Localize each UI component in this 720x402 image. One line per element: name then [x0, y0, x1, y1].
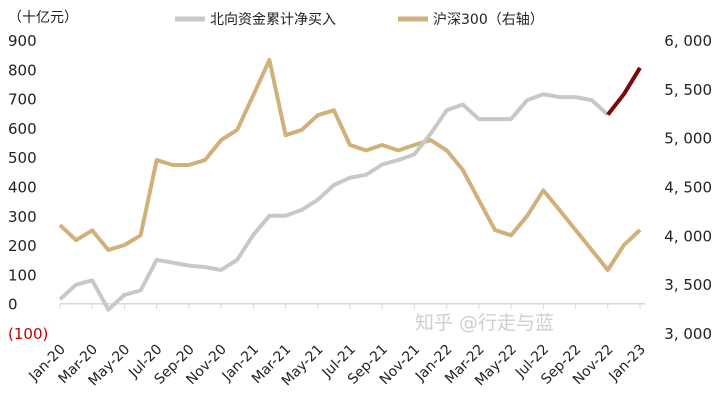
left-axis-ticks: (100) 0 100 200 300 400 500 600 700 800 900 — [8, 32, 48, 343]
northbound-line-highlight — [606, 66, 642, 116]
right-axis-ticks: 3, 000 3, 500 4, 000 4, 500 5, 000 5, 500 6, 0… — [664, 32, 712, 343]
left-tick-label: 400 — [8, 179, 37, 197]
legend-label-northbound: 北向资金累计净买入 — [210, 12, 336, 28]
left-tick-label: 700 — [8, 91, 37, 109]
left-tick-label: 100 — [8, 266, 37, 284]
legend: 北向资金累计净买入 沪深300（右轴） — [175, 12, 544, 28]
left-tick-label: 600 — [8, 120, 37, 138]
right-tick-label: 3, 500 — [664, 276, 712, 294]
left-tick-label: 900 — [8, 32, 37, 50]
watermark: 知乎 @行走与蓝 — [415, 312, 554, 334]
left-tick-label: 500 — [8, 149, 37, 167]
right-tick-label: 4, 000 — [664, 227, 712, 245]
right-tick-label: 6, 000 — [664, 32, 712, 50]
left-tick-label: 300 — [8, 208, 37, 226]
left-tick-label: (100) — [8, 325, 48, 343]
legend-label-csi300: 沪深300（右轴） — [433, 12, 544, 28]
right-tick-label: 5, 500 — [664, 81, 712, 99]
x-axis: Jan-20Mar-20May-20Jul-20Sep-20Nov-20Jan-… — [25, 302, 649, 389]
x-tick-label: Jan-23 — [605, 342, 648, 385]
right-tick-label: 5, 000 — [664, 130, 712, 148]
series-lines — [58, 58, 642, 312]
left-tick-label: 200 — [8, 237, 37, 255]
right-tick-label: 3, 000 — [664, 325, 712, 343]
left-tick-label: 0 — [8, 296, 18, 314]
left-tick-label: 800 — [8, 61, 37, 79]
csi300-line — [58, 58, 642, 272]
right-tick-label: 4, 500 — [664, 179, 712, 197]
northbound-line — [58, 92, 610, 312]
unit-label: （十亿元） — [8, 10, 78, 26]
